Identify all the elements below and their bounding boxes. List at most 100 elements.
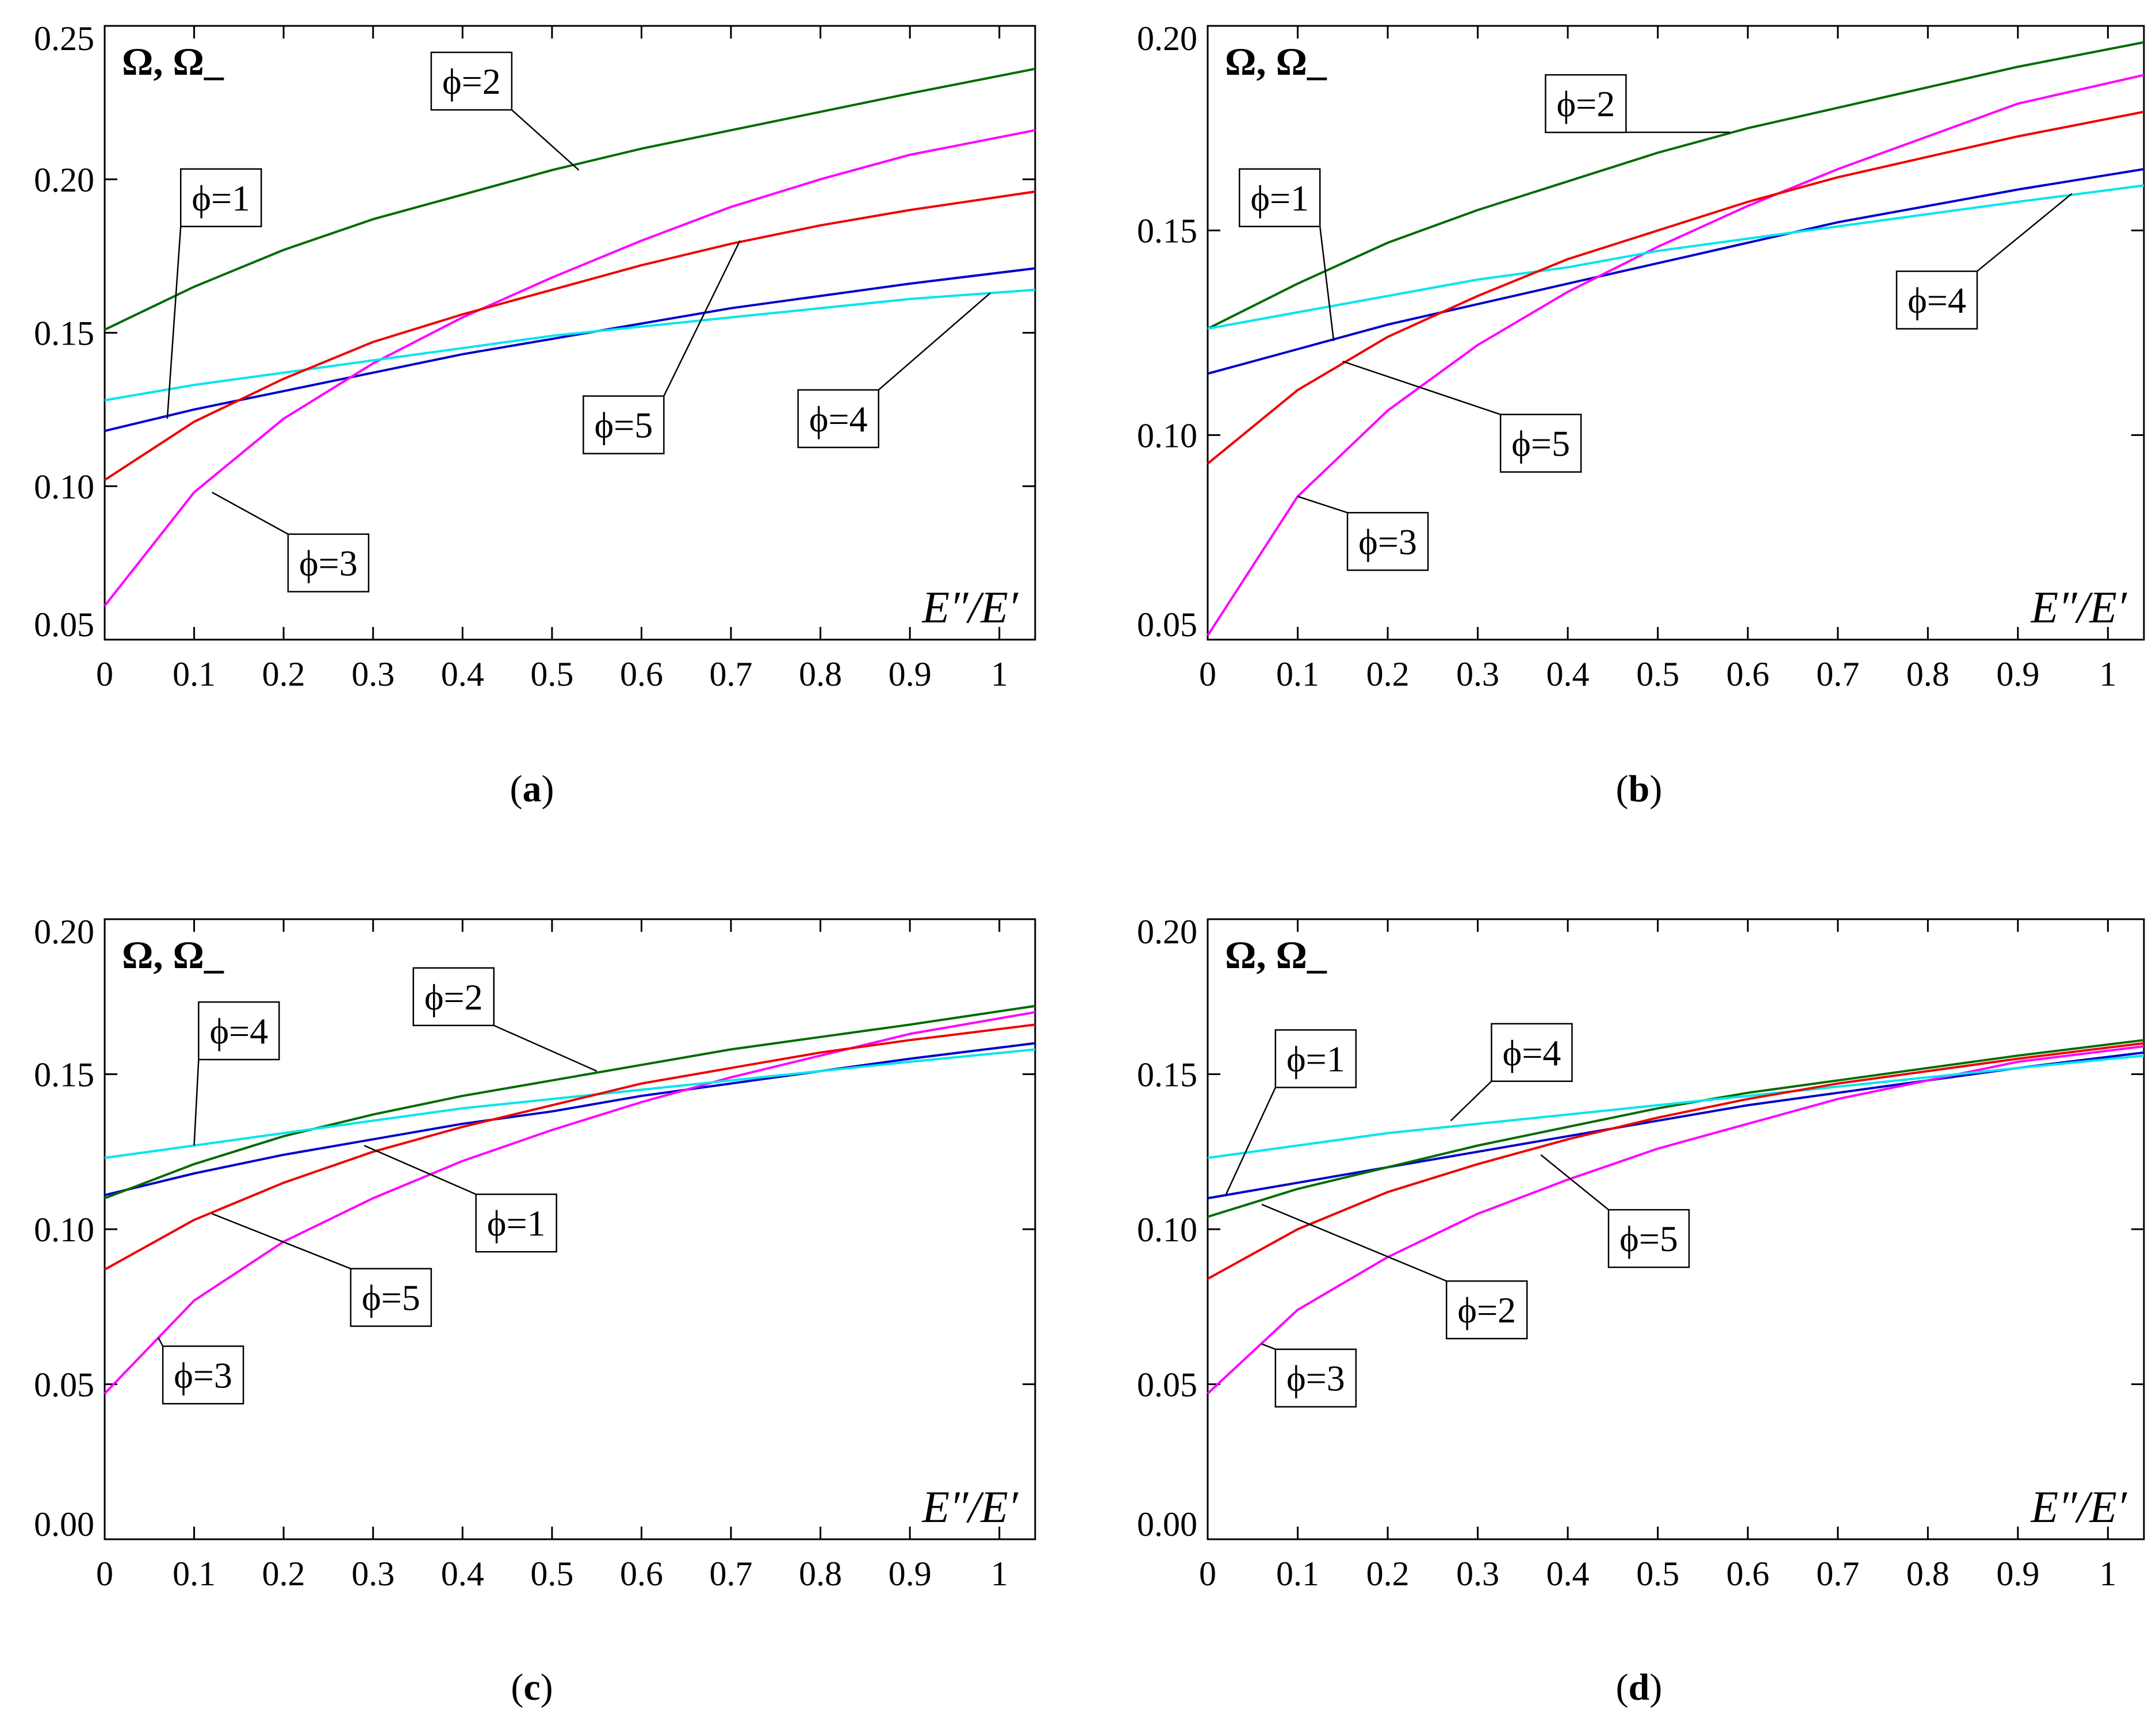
series-line: [104, 1004, 1036, 1199]
series-line: [104, 1048, 1036, 1159]
x-tick-label: 0.8: [799, 655, 842, 693]
panel-title: Ω, Ω_: [122, 40, 224, 83]
x-tick-label: 0.5: [1636, 655, 1679, 693]
callout-leader: [1319, 226, 1335, 341]
y-tick-label: 0.15: [34, 1056, 94, 1094]
x-tick-label: 0: [96, 1555, 113, 1593]
callout-box: [350, 1268, 432, 1327]
callout-label: ϕ=4: [209, 1011, 268, 1051]
callout-leader: [1225, 1087, 1276, 1196]
x-tick-label: 0.7: [1816, 1555, 1859, 1593]
callout-label: ϕ=2: [442, 61, 501, 102]
y-tick-label: 0.10: [1137, 416, 1197, 454]
y-tick-label: 0.15: [34, 315, 94, 353]
series-line: [104, 267, 1036, 433]
x-tick-label: 0.9: [1996, 1555, 2039, 1593]
callout-label: ϕ=4: [1908, 280, 1966, 321]
callout-label: ϕ=2: [1557, 83, 1615, 124]
callout-label: ϕ=3: [174, 1355, 232, 1395]
y-tick-label: 0.15: [1137, 212, 1197, 250]
x-axis-title: E″/E′: [2030, 1482, 2127, 1532]
callout-box: [1545, 74, 1627, 133]
x-tick-label: 0.5: [530, 655, 573, 693]
callout-box: [180, 168, 262, 228]
panel-title: Ω, Ω_: [1225, 40, 1327, 83]
x-tick-label: 0: [96, 655, 113, 693]
x-tick-label: 0.1: [1276, 1555, 1319, 1593]
callout-leader: [878, 292, 991, 391]
callout-box: [412, 967, 495, 1026]
callout-label: ϕ=5: [594, 405, 653, 446]
panel-caption: (c): [511, 1666, 553, 1708]
series-line: [104, 190, 1036, 481]
y-tick-label: 0.10: [34, 1211, 94, 1249]
series-line: [1207, 41, 2144, 330]
callout-label: ϕ=5: [362, 1278, 420, 1318]
callout-leader: [511, 109, 580, 171]
callout-label: ϕ=1: [487, 1203, 546, 1244]
x-tick-label: 0.3: [351, 655, 395, 693]
callout-box: [1446, 1280, 1528, 1340]
series-line: [1207, 110, 2144, 465]
y-tick-label: 0.05: [34, 1366, 94, 1404]
callout-box: [287, 533, 370, 592]
x-tick-label: 0.5: [530, 1555, 573, 1593]
callout-label: ϕ=3: [1358, 521, 1417, 562]
callout-box: [1346, 512, 1429, 571]
x-tick-label: 0.4: [1546, 655, 1590, 693]
y-tick-label: 0.15: [1137, 1056, 1197, 1094]
x-tick-label: 0.1: [173, 1555, 216, 1593]
x-tick-label: 1: [2099, 1555, 2116, 1593]
callout-box: [430, 51, 513, 111]
plot-frame: [104, 25, 1036, 641]
series-line: [104, 67, 1036, 331]
x-tick-label: 0.2: [1366, 1555, 1410, 1593]
panel-b: 0.05 0.10 0.15 0.20 0 0.1 0.2 0.3 0.4 0.5 0.6 0.7 0.…: [1137, 20, 2145, 810]
series-line: [1207, 1039, 2144, 1218]
callout-leader: [1540, 1154, 1609, 1211]
x-tick-label: 0.8: [1906, 1555, 1950, 1593]
y-tick-label: 0.05: [1137, 606, 1197, 644]
x-tick-label: 0.6: [620, 655, 663, 693]
callout-box: [1274, 1348, 1357, 1408]
x-tick-label: 1: [2099, 655, 2116, 693]
series-line: [1207, 1054, 2144, 1159]
x-tick-label: 1: [991, 1555, 1008, 1593]
y-tick-label: 0.10: [1137, 1211, 1197, 1249]
series-line: [104, 1042, 1036, 1196]
panel-d: 0.00 0.05 0.10 0.15 0.20 0 0.1 0.2 0.3 0.4 0.5 0.6 0…: [1137, 913, 2145, 1708]
y-tick-label: 0.20: [1137, 20, 1197, 58]
x-tick-label: 0.2: [262, 1555, 305, 1593]
panel-a: 0.05 0.10 0.15 0.20 0.25 0 0.1 0.2 0.3 0.4 0.5 0.6 0…: [34, 20, 1036, 810]
panel-caption: (b): [1616, 768, 1663, 810]
callout-box: [797, 389, 879, 449]
y-tick-label: 0.20: [34, 161, 94, 199]
x-tick-label: 0.9: [1996, 655, 2039, 693]
x-axis-title: E″/E′: [2030, 582, 2127, 632]
callout-label: ϕ=4: [809, 399, 868, 439]
callout-box: [475, 1193, 557, 1253]
x-tick-label: 0.9: [889, 1555, 932, 1593]
panel-title: Ω, Ω_: [1225, 933, 1327, 977]
x-tick-label: 0.1: [1276, 655, 1319, 693]
x-tick-label: 0.4: [441, 1555, 484, 1593]
plot-frame: [1207, 25, 2145, 641]
series-line: [1207, 74, 2144, 636]
callout-box: [1238, 168, 1321, 228]
callout-label: ϕ=4: [1503, 1033, 1561, 1073]
series-line: [1207, 1051, 2144, 1200]
callout-box: [1274, 1029, 1357, 1088]
x-tick-label: 0.2: [1366, 655, 1410, 693]
x-tick-label: 0: [1199, 1555, 1216, 1593]
series-line: [1207, 184, 2144, 330]
callout-leader: [663, 240, 741, 397]
x-tick-label: 0.3: [1456, 655, 1499, 693]
x-tick-label: 0.4: [1546, 1555, 1590, 1593]
callout-box: [1499, 414, 1582, 473]
x-tick-label: 0.3: [1456, 1555, 1499, 1593]
panel-caption: (a): [510, 768, 554, 810]
callout-box: [162, 1345, 244, 1405]
callout-leader: [1261, 1343, 1276, 1350]
panel-caption: (d): [1616, 1666, 1663, 1708]
series-line: [104, 129, 1036, 607]
